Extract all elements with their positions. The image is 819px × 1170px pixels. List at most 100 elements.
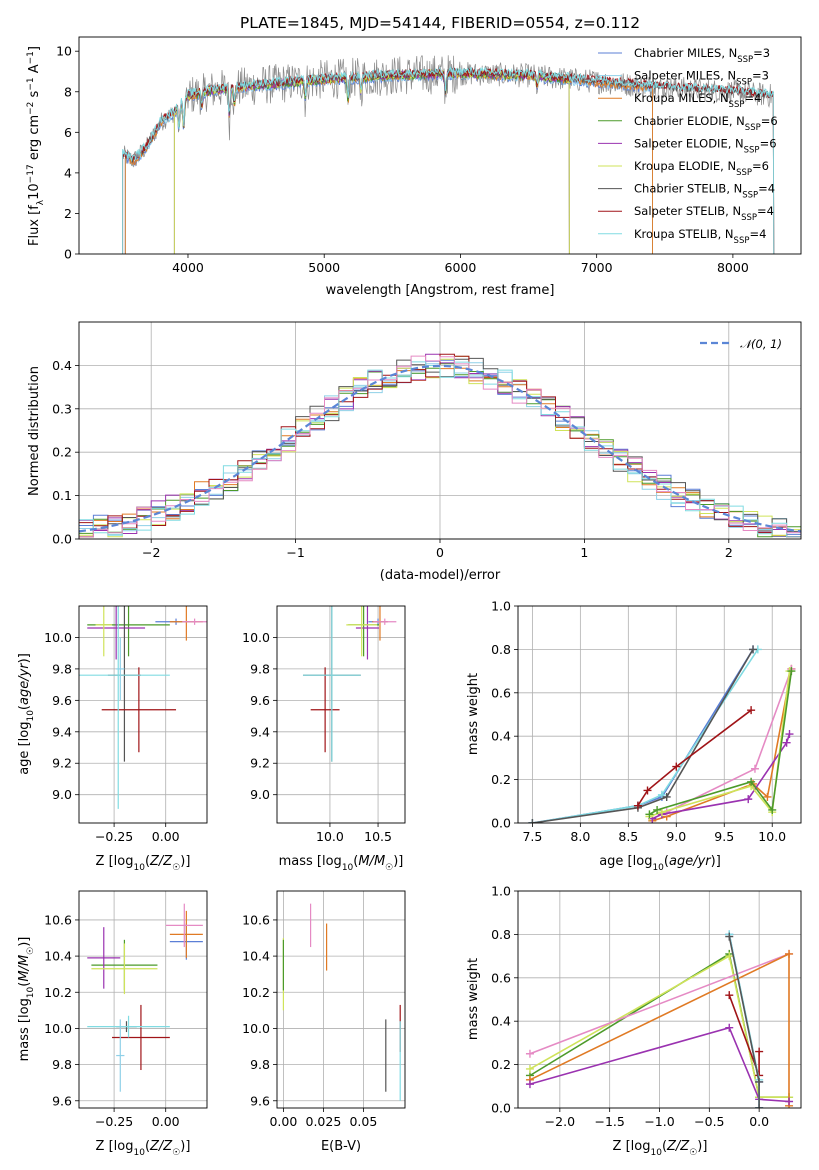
label-part: 10 <box>650 1148 662 1158</box>
y-tick-label: 9.6 <box>52 693 72 708</box>
weight-point-marker <box>725 1023 734 1032</box>
x-tick-label: 0.00 <box>152 1114 180 1129</box>
x-tick-label: 10.0 <box>316 829 344 844</box>
y-axis-label: mass weight <box>466 958 481 1040</box>
x-axis-label: age [log10(age/yr)] <box>599 854 721 873</box>
label-part: Z/Z <box>149 854 173 869</box>
y-tick-label: 9.8 <box>52 661 72 676</box>
weight-point-marker <box>528 819 537 823</box>
plot-area <box>282 903 401 1101</box>
gaussian-curve <box>79 364 801 533</box>
plot-area <box>79 606 207 809</box>
y-tick-label: 0.8 <box>491 927 511 942</box>
legend-label: Kroupa MILES, NSSP=4 <box>634 91 761 110</box>
x-axis-label: (data-model)/error <box>380 568 501 583</box>
weight-point-marker <box>645 810 654 819</box>
label-part: −2 <box>26 102 36 115</box>
x-tick-label: 6000 <box>445 260 477 275</box>
y-tick-label: 0.6 <box>491 685 511 700</box>
label-part: Z [ <box>96 1139 114 1154</box>
spectrum-legend: Chabrier MILES, NSSP=3 Salpeter MILES, NS… <box>598 46 778 246</box>
y-tick-label: 9.8 <box>250 1057 270 1072</box>
label-part: −1 <box>26 77 36 90</box>
label-part: log <box>17 998 32 1018</box>
y-tick-label: 0.4 <box>491 729 511 744</box>
y-tick-label: 9.2 <box>52 756 72 771</box>
axes-frame <box>517 890 802 1109</box>
y-axis-label: Normed distribution <box>27 366 42 496</box>
weight-point-marker <box>763 792 772 801</box>
label-part: M/M <box>358 854 385 869</box>
model-spectrum-line <box>124 70 653 254</box>
y-tick-label: 0.2 <box>52 445 72 460</box>
weight-point-marker <box>787 667 796 676</box>
x-tick-label: 0.05 <box>349 1114 377 1129</box>
label-part: ☉ <box>689 1148 697 1158</box>
x-tick-label: −2 <box>142 545 160 560</box>
legend-label: Chabrier MILES, NSSP=3 <box>634 46 770 65</box>
legend-label: Kroupa ELODIE, NSSP=6 <box>634 159 769 178</box>
legend-label: Kroupa STELIB, NSSP=4 <box>634 227 766 246</box>
x-tick-label: 0 <box>436 545 444 560</box>
axes-frame <box>78 890 208 1109</box>
x-tick-label: −0.25 <box>95 1114 133 1129</box>
legend-label-part: Kroupa ELODIE, N <box>634 159 736 173</box>
x-tick-label: −1 <box>286 545 304 560</box>
y-tick-label: 10.2 <box>44 985 72 1000</box>
legend-label-sub: SSP <box>742 191 758 201</box>
panel-residuals: −2 −1 0 1 2 0.0 0.1 0.2 0.3 0.4 𝒩(0, 1) (data-model… <box>27 321 802 583</box>
weight-point-marker <box>643 786 652 795</box>
label-part: A <box>27 64 42 77</box>
weight-point-marker <box>749 645 758 654</box>
panel-mass_vs_EBV: 0.00 0.025 0.05 9.6 9.8 10.0 10.2 10.4 10.6 E(B-V… <box>242 890 406 1154</box>
x-axis-label: mass [log10(M/M☉)] <box>279 854 404 873</box>
axes-frame <box>517 605 802 824</box>
x-axis-label: Z [log10(Z/Z☉)] <box>613 1139 708 1158</box>
y-tick-label: 9.4 <box>52 724 72 739</box>
panel-spectrum: 4000 5000 6000 7000 8000 0 2 4 6 8 10 Chabrier MILE… <box>26 36 802 298</box>
label-part: Z/Z <box>149 1139 173 1154</box>
x-tick-label: 1 <box>580 545 588 560</box>
label-part: 10 <box>652 863 664 873</box>
legend-label-sub: SSP <box>745 123 761 133</box>
x-axis-label: wavelength [Angstrom, rest frame] <box>326 283 555 298</box>
x-tick-label: 4000 <box>172 260 204 275</box>
y-tick-label: 10.6 <box>242 912 270 927</box>
label-part: )] <box>180 1139 190 1154</box>
y-tick-label: 0.6 <box>491 970 511 985</box>
weight-point-marker <box>744 795 753 804</box>
label-part: 10 <box>342 863 354 873</box>
y-tick-label: 10.0 <box>242 1021 270 1036</box>
label-part: )] <box>180 854 190 869</box>
legend-label-sub: SSP <box>736 168 752 178</box>
x-tick-label: 7000 <box>581 260 613 275</box>
label-part: λ <box>36 199 46 205</box>
label-part: log <box>17 722 32 742</box>
axes-frame <box>78 36 802 255</box>
observed-spectrum-line <box>122 55 775 168</box>
weight-point-marker <box>725 991 734 1000</box>
weight-point-marker <box>755 1104 764 1108</box>
y-tick-label: 0.0 <box>491 816 511 831</box>
model-spectrum-line <box>124 71 653 254</box>
weight-point-marker <box>782 738 791 747</box>
legend-label-tail: =3 <box>753 46 770 60</box>
y-axis-label: Flux [fλ10−17 erg cm−2 s−1 A−1] <box>26 46 46 246</box>
label-part: )] <box>711 854 721 869</box>
weight-point-marker <box>725 952 734 961</box>
y-axis-label: age [log10(age/yr)] <box>17 653 36 775</box>
weight-point-marker <box>633 801 642 810</box>
weight-series-line <box>532 648 754 823</box>
y-tick-label: 10.4 <box>44 949 72 964</box>
y-tick-label: 9.8 <box>250 661 270 676</box>
y-tick-label: 10.2 <box>242 985 270 1000</box>
axes-frame <box>276 890 406 1109</box>
weight-series-line <box>637 709 752 807</box>
y-tick-label: 0.0 <box>491 1101 511 1116</box>
y-tick-label: 4 <box>64 165 72 180</box>
y-tick-label: 10.0 <box>44 1021 72 1036</box>
y-tick-label: 10.0 <box>242 630 270 645</box>
legend-label-part: Kroupa STELIB, N <box>634 227 734 241</box>
legend-label: Salpeter MILES, NSSP=3 <box>634 69 769 88</box>
